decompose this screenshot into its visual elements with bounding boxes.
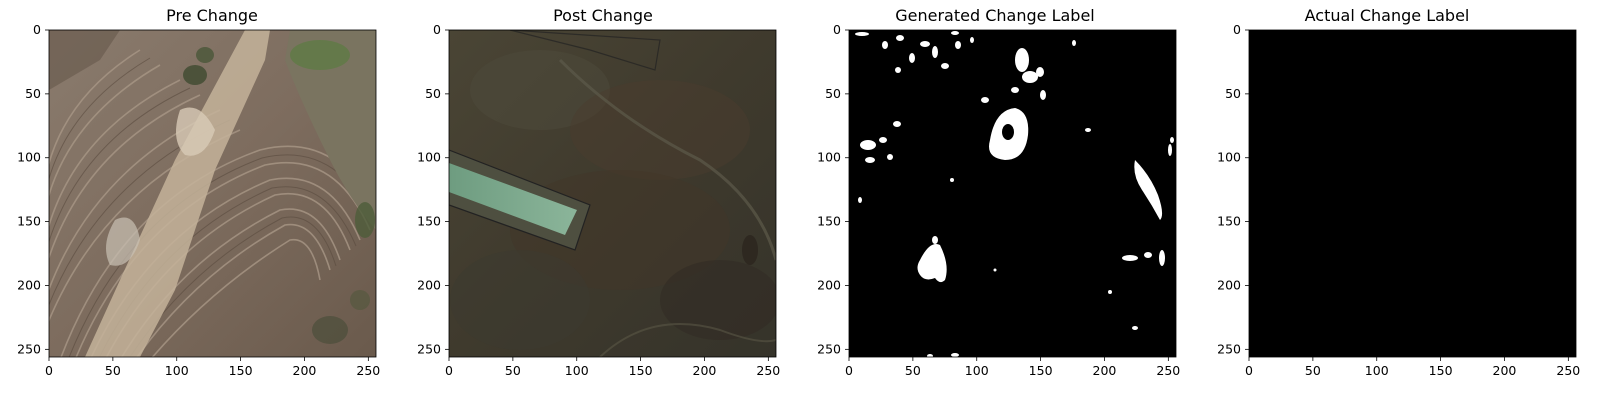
y-tick-label: 200: [17, 277, 41, 292]
y-tick-label: 150: [417, 214, 441, 229]
x-tick-label: 200: [1093, 363, 1117, 378]
x-tick-label: 100: [1365, 363, 1389, 378]
y-tick-label: 100: [1217, 150, 1241, 165]
panel-title: Actual Change Label: [1305, 6, 1470, 25]
panel-title: Generated Change Label: [895, 6, 1094, 25]
y-tick-label: 250: [817, 341, 841, 356]
y-tick-label: 150: [17, 214, 41, 229]
x-tick-label: 200: [293, 363, 317, 378]
y-tick-label: 200: [417, 277, 441, 292]
panel-title: Post Change: [553, 6, 653, 25]
x-tick-label: 50: [505, 363, 521, 378]
x-tick-label: 250: [356, 363, 380, 378]
x-tick-label: 150: [1029, 363, 1053, 378]
y-tick-label: 200: [1217, 277, 1241, 292]
x-tick-label: 0: [45, 363, 53, 378]
x-tick-label: 150: [1429, 363, 1453, 378]
y-tick-label: 100: [17, 150, 41, 165]
panel-post-change: Post Change: [448, 6, 777, 358]
generated-mask: [849, 30, 1176, 357]
y-tick-label: 150: [1217, 214, 1241, 229]
y-tick-label: 50: [1225, 86, 1241, 101]
panel-title: Pre Change: [166, 6, 258, 25]
actual-mask: [1249, 30, 1576, 357]
x-tick-label: 250: [1156, 363, 1180, 378]
x-tick-label: 50: [905, 363, 921, 378]
x-tick-label: 100: [165, 363, 189, 378]
y-tick-label: 100: [417, 150, 441, 165]
pre-change-photo: [49, 30, 376, 357]
x-tick-label: 50: [1305, 363, 1321, 378]
axis-ticks: 0 50 100 150 200 250 0 50 100 150 200 250 0 50 100 150 2…: [17, 22, 1580, 378]
y-tick-label: 150: [817, 214, 841, 229]
y-tick-label: 50: [25, 86, 41, 101]
panel-pre-change: Pre Change: [48, 6, 377, 358]
y-tick-label: 200: [817, 277, 841, 292]
y-tick-label: 250: [417, 341, 441, 356]
x-tick-label: 150: [229, 363, 253, 378]
x-tick-label: 100: [565, 363, 589, 378]
y-tick-label: 250: [17, 341, 41, 356]
x-tick-label: 0: [845, 363, 853, 378]
panel-generated-change-label: Generated Change Label: [848, 6, 1177, 358]
x-tick-label: 0: [445, 363, 453, 378]
x-tick-label: 200: [1493, 363, 1517, 378]
x-tick-label: 250: [1556, 363, 1580, 378]
y-tick-label: 0: [833, 22, 841, 37]
y-tick-label: 0: [433, 22, 441, 37]
x-tick-label: 50: [105, 363, 121, 378]
panel-actual-change-label: Actual Change Label: [1248, 6, 1577, 358]
y-tick-label: 250: [1217, 341, 1241, 356]
y-tick-label: 0: [33, 22, 41, 37]
x-tick-label: 250: [756, 363, 780, 378]
x-tick-label: 200: [693, 363, 717, 378]
y-tick-label: 50: [425, 86, 441, 101]
y-tick-label: 100: [817, 150, 841, 165]
y-tick-label: 0: [1233, 22, 1241, 37]
x-tick-label: 0: [1245, 363, 1253, 378]
post-change-photo: [449, 30, 776, 357]
y-tick-label: 50: [825, 86, 841, 101]
x-tick-label: 100: [965, 363, 989, 378]
x-tick-label: 150: [629, 363, 653, 378]
